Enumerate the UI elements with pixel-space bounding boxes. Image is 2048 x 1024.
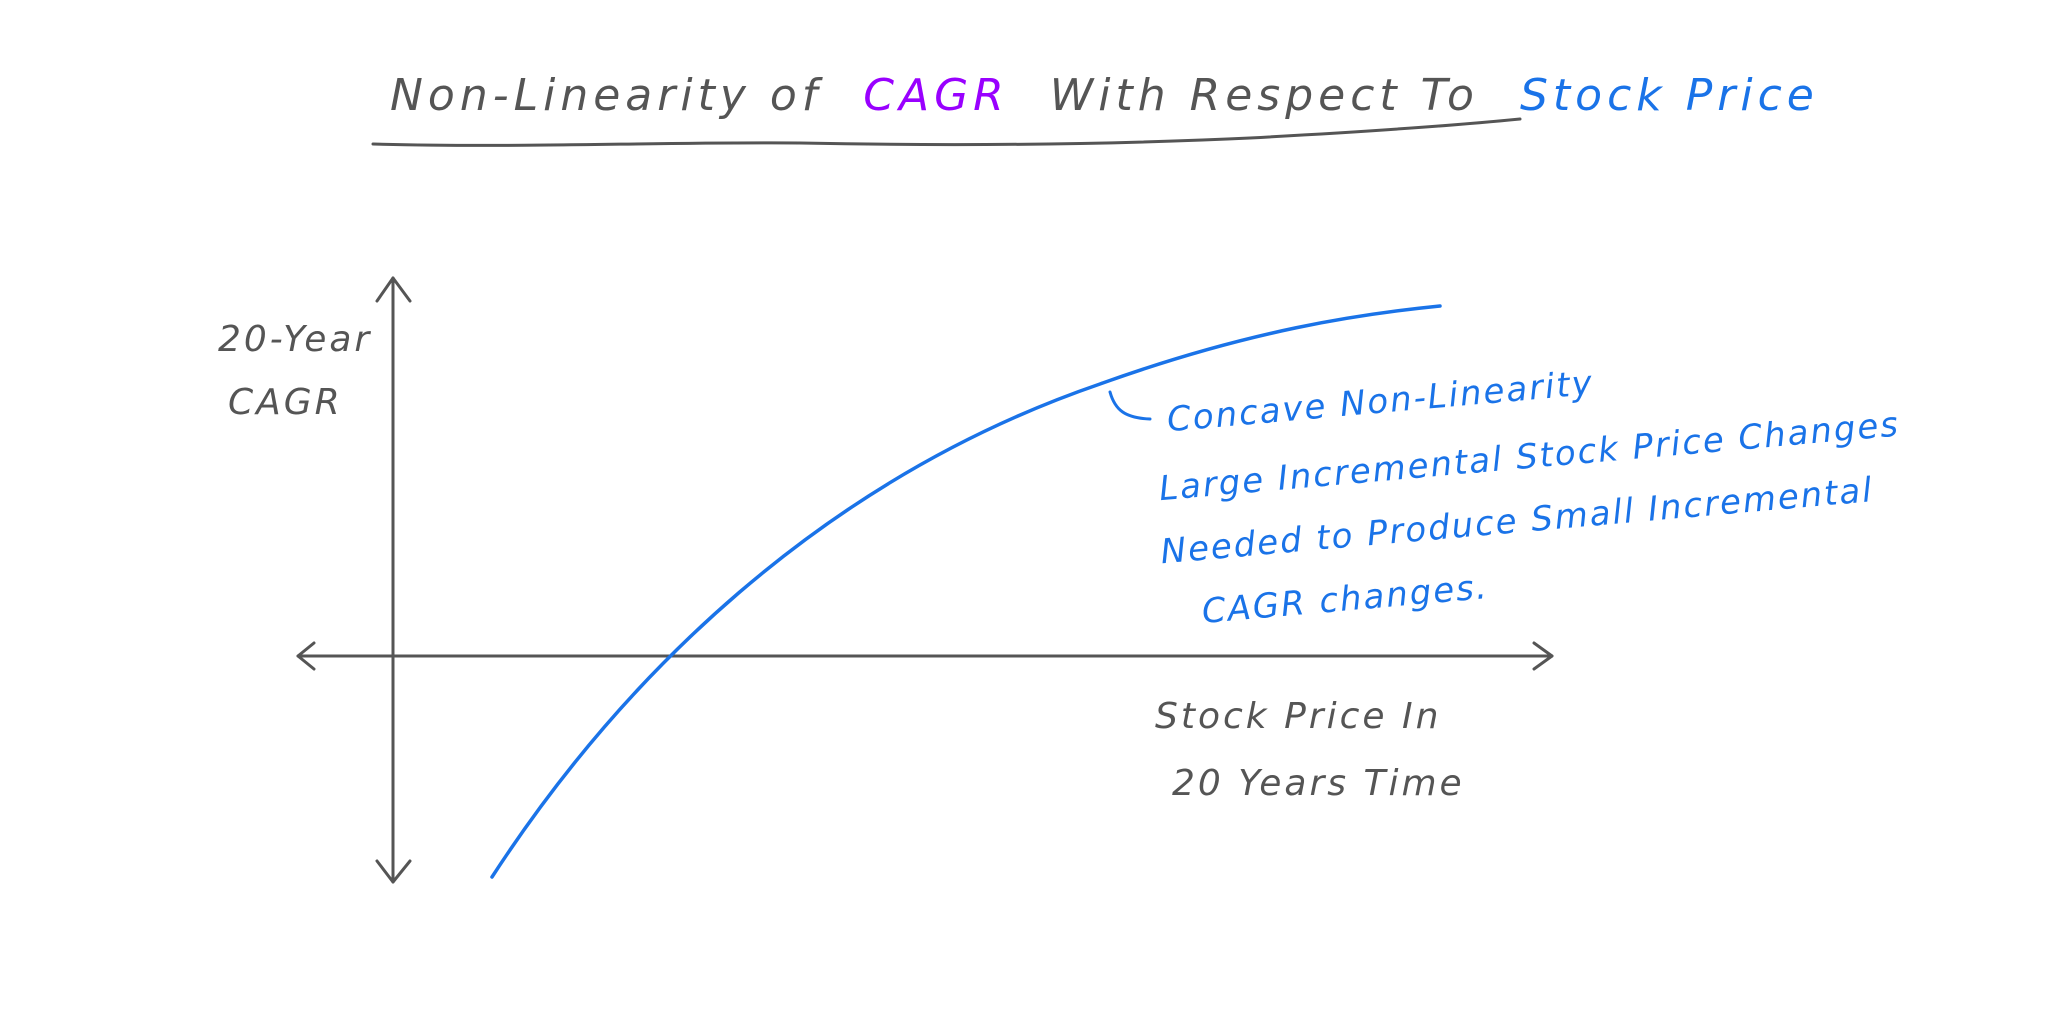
annotation-note: Concave Non-Linearity Large Incremental … — [1157, 363, 1901, 632]
y-axis-label-line-1: 20-Year — [218, 319, 372, 360]
x-axis-label: Stock Price In 20 Years Time — [1155, 696, 1465, 804]
title-part-cagr: CAGR — [863, 70, 1009, 121]
diagram-title: Non-Linearity of CAGR With Respect To St… — [390, 70, 1819, 121]
x-axis-arrow-left-icon — [296, 641, 316, 671]
title-part-3: With Respect To — [1050, 70, 1479, 121]
annotation-line-4: CAGR changes. — [1200, 567, 1490, 632]
x-axis-label-line-2: 20 Years Time — [1172, 763, 1465, 804]
annotation-leader — [1108, 390, 1152, 421]
x-axis-label-line-1: Stock Price In — [1155, 696, 1441, 737]
concave-curve — [490, 304, 1442, 879]
y-axis-label-line-2: CAGR — [228, 382, 343, 423]
x-axis-arrow-right-icon — [1532, 641, 1554, 671]
y-axis-arrow-down-icon — [375, 859, 412, 884]
annotation-line-1: Concave Non-Linearity — [1165, 363, 1595, 440]
y-axis-arrow-up-icon — [375, 276, 412, 303]
title-part-stock-price: Stock Price — [1520, 70, 1819, 121]
y-axis-label: 20-Year CAGR — [218, 319, 387, 423]
title-underline — [371, 117, 1522, 147]
title-part-1: Non-Linearity of — [390, 70, 824, 121]
